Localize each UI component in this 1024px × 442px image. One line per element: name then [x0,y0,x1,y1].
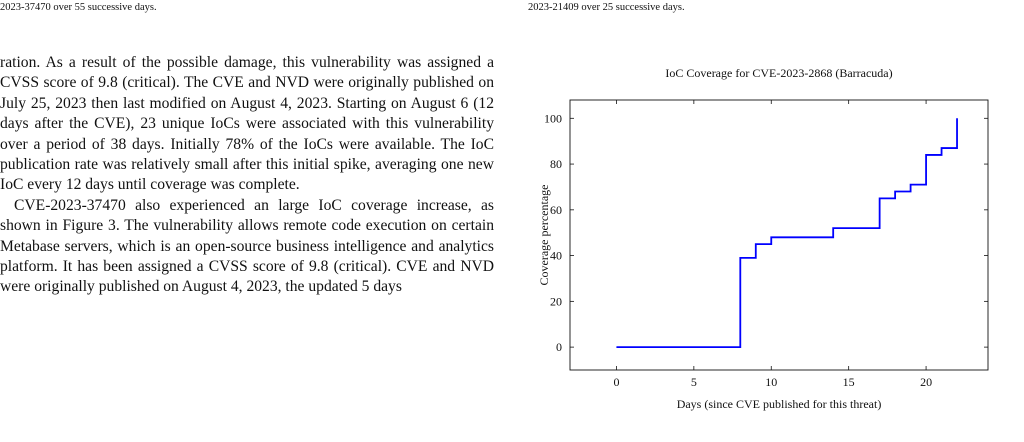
figure-caption-right: 2023-21409 over 25 successive days. [528,2,685,13]
y-axis-label: Coverage percentage [537,185,551,286]
y-tick-label: 40 [550,249,562,263]
ioc-coverage-chart: IoC Coverage for CVE-2023-2868 (Barracud… [537,66,989,411]
body-paragraph-2: CVE-2023-37470 also experienced an large… [0,196,494,296]
y-tick-label: 60 [550,203,562,217]
series-line [616,118,958,349]
x-tick-label: 15 [843,375,855,389]
x-tick-label: 5 [691,375,697,389]
y-tick-label: 0 [556,340,562,354]
x-tick-label: 0 [613,375,619,389]
axis-ticks: 0 5 10 15 20 0 20 40 60 80 100 [544,100,988,389]
figure-caption-left: 2023-37470 over 55 successive days. [0,2,157,13]
y-tick-label: 100 [544,111,562,125]
y-tick-label: 20 [550,294,562,308]
body-text-column: ration. As a result of the possible dama… [0,53,494,298]
plot-frame [569,99,989,371]
x-tick-label: 20 [920,375,932,389]
y-tick-label: 80 [550,157,562,171]
x-axis-label: Days (since CVE published for this threa… [677,397,882,411]
x-tick-label: 10 [765,375,777,389]
body-paragraph-1: ration. As a result of the possible dama… [0,54,494,194]
series-points [616,118,958,348]
chart-title: IoC Coverage for CVE-2023-2868 (Barracud… [665,66,892,80]
